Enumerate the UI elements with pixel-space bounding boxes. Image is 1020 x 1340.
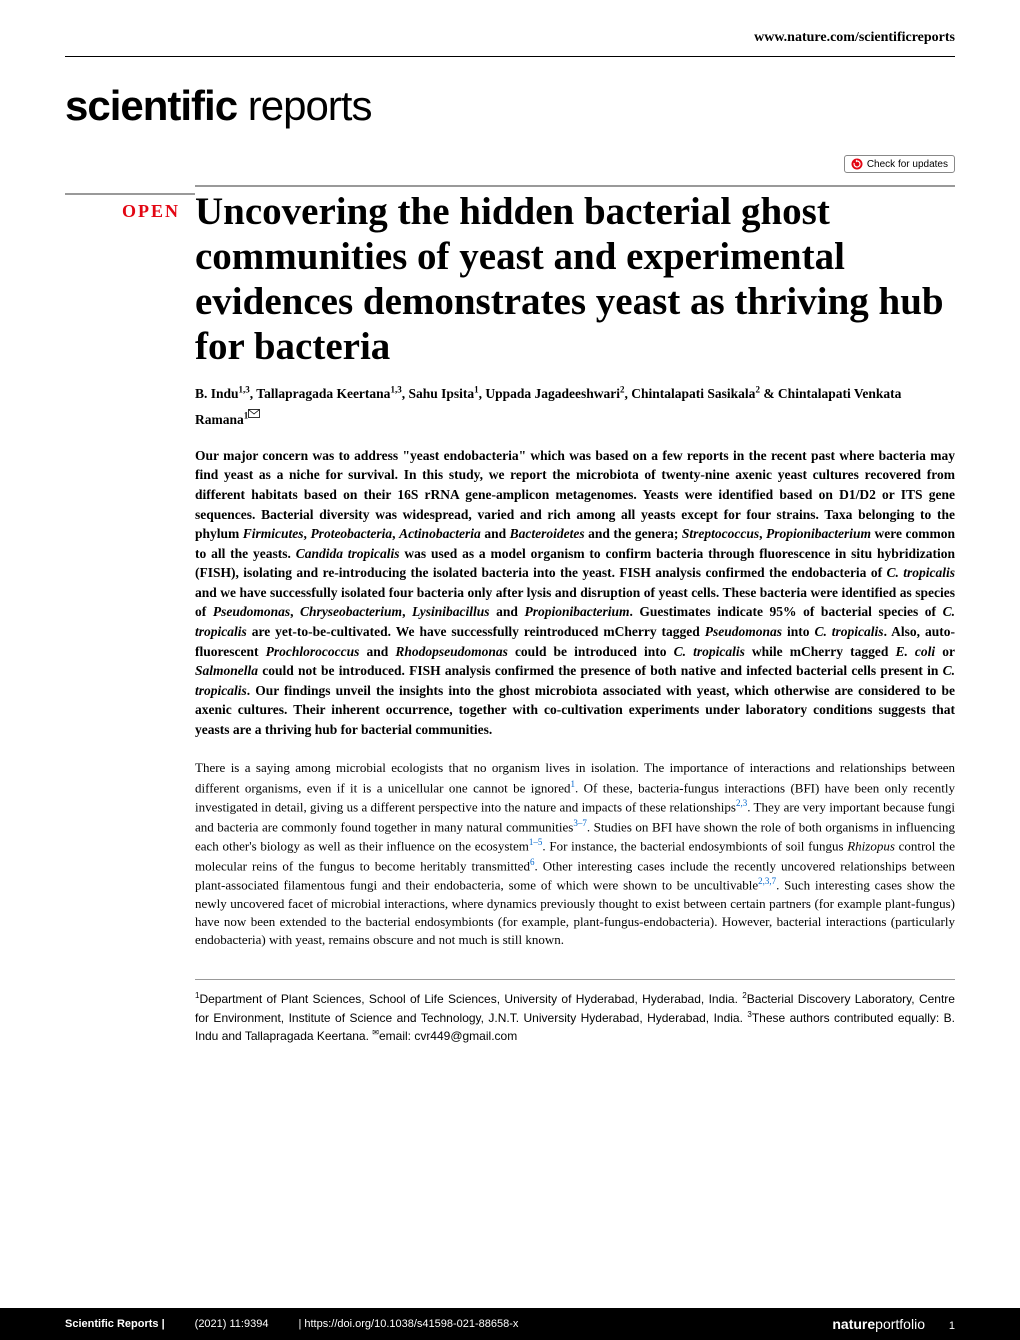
- footer-page-number: 1: [949, 1320, 955, 1332]
- journal-logo-bold: scientific: [65, 82, 237, 129]
- abstract: Our major concern was to address "yeast …: [195, 446, 955, 739]
- footer-publisher-logo: natureportfolio: [832, 1316, 929, 1332]
- footer-doi: | https://doi.org/10.1038/s41598-021-886…: [298, 1318, 518, 1330]
- body-paragraph: There is a saying among microbial ecolog…: [195, 759, 955, 949]
- check-updates-button[interactable]: Check for updates: [844, 155, 955, 173]
- header-url: www.nature.com/scientificreports: [0, 0, 1020, 56]
- journal-logo: scientific reports: [0, 57, 1020, 130]
- author-list: B. Indu1,3, Tallapragada Keertana1,3, Sa…: [195, 383, 955, 430]
- footer-journal: Scientific Reports |: [65, 1318, 165, 1330]
- check-updates-icon: [851, 158, 863, 170]
- affiliations: 1Department of Plant Sciences, School of…: [195, 979, 955, 1045]
- footer-logo-bold: nature: [832, 1316, 875, 1332]
- authors-text: B. Indu1,3, Tallapragada Keertana1,3, Sa…: [195, 386, 901, 427]
- open-access-badge: OPEN: [65, 193, 195, 222]
- journal-logo-light: reports: [237, 82, 371, 129]
- article-title: Uncovering the hidden bacterial ghost co…: [195, 185, 955, 369]
- corresponding-mail-icon: [248, 404, 260, 424]
- check-updates-label: Check for updates: [867, 159, 948, 170]
- footer-logo-light: portfolio: [875, 1316, 925, 1332]
- page-footer: Scientific Reports | (2021) 11:9394 | ht…: [0, 1308, 1020, 1340]
- footer-citation: (2021) 11:9394: [195, 1318, 269, 1330]
